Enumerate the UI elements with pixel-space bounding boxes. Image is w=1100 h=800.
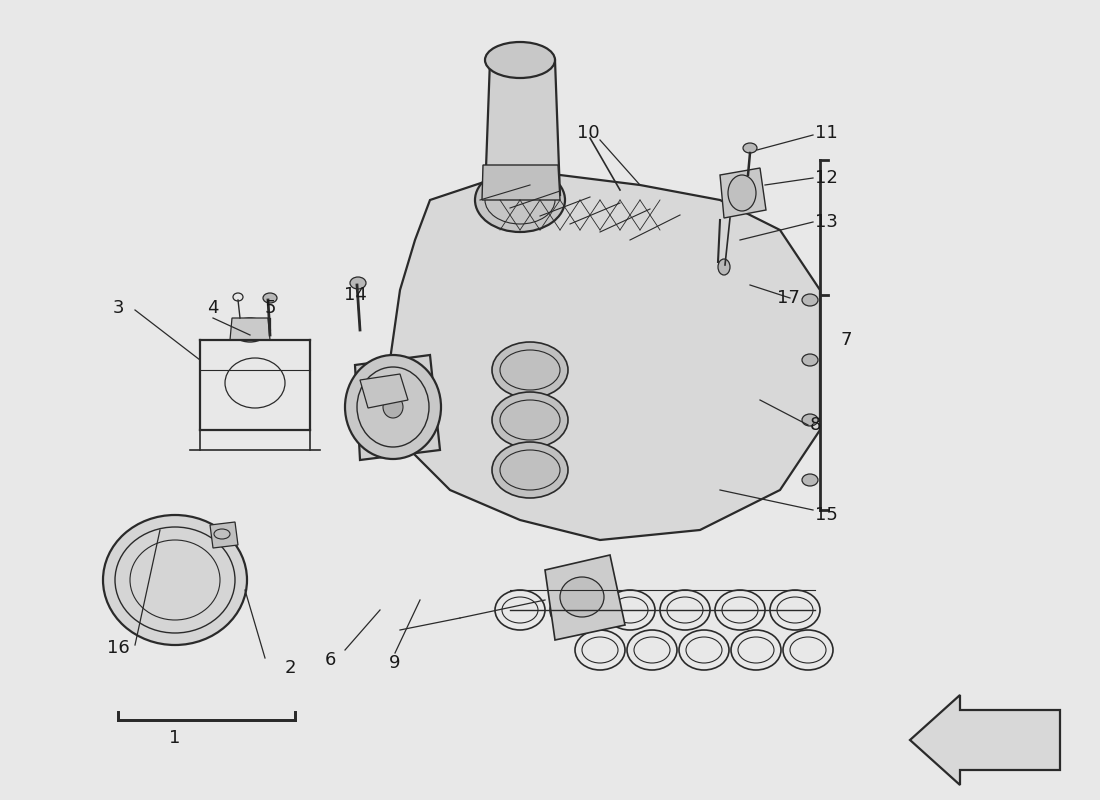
- Ellipse shape: [345, 355, 441, 459]
- Polygon shape: [485, 60, 560, 195]
- Text: 14: 14: [343, 286, 366, 304]
- Text: 4: 4: [207, 299, 219, 317]
- Polygon shape: [355, 355, 440, 460]
- Polygon shape: [910, 695, 1060, 785]
- Ellipse shape: [802, 354, 818, 366]
- Text: 7: 7: [840, 331, 851, 349]
- Polygon shape: [720, 168, 766, 218]
- Ellipse shape: [728, 175, 756, 211]
- Text: 5: 5: [264, 299, 276, 317]
- Text: 9: 9: [389, 654, 400, 672]
- Text: 15: 15: [815, 506, 838, 524]
- Ellipse shape: [485, 42, 556, 78]
- Ellipse shape: [103, 515, 248, 645]
- Ellipse shape: [802, 294, 818, 306]
- Polygon shape: [360, 374, 408, 408]
- Ellipse shape: [802, 474, 818, 486]
- Text: 10: 10: [576, 124, 600, 142]
- Polygon shape: [230, 318, 270, 340]
- Ellipse shape: [802, 414, 818, 426]
- Text: 13: 13: [815, 213, 838, 231]
- Text: 16: 16: [107, 639, 130, 657]
- Text: 2: 2: [284, 659, 296, 677]
- Ellipse shape: [350, 277, 366, 289]
- Ellipse shape: [492, 342, 568, 398]
- Text: 11: 11: [815, 124, 838, 142]
- Ellipse shape: [718, 259, 730, 275]
- Ellipse shape: [383, 396, 403, 418]
- Ellipse shape: [232, 318, 268, 342]
- Ellipse shape: [742, 143, 757, 153]
- Ellipse shape: [475, 168, 565, 232]
- Polygon shape: [210, 522, 238, 548]
- Ellipse shape: [492, 392, 568, 448]
- Text: 12: 12: [815, 169, 838, 187]
- Ellipse shape: [560, 577, 604, 617]
- Polygon shape: [390, 170, 820, 540]
- Text: 6: 6: [324, 651, 336, 669]
- Text: 1: 1: [169, 729, 180, 747]
- Polygon shape: [544, 555, 625, 640]
- Text: 3: 3: [112, 299, 123, 317]
- Polygon shape: [482, 165, 560, 200]
- Text: 17: 17: [777, 289, 800, 307]
- Ellipse shape: [492, 442, 568, 498]
- Ellipse shape: [263, 293, 277, 303]
- Text: 8: 8: [810, 416, 822, 434]
